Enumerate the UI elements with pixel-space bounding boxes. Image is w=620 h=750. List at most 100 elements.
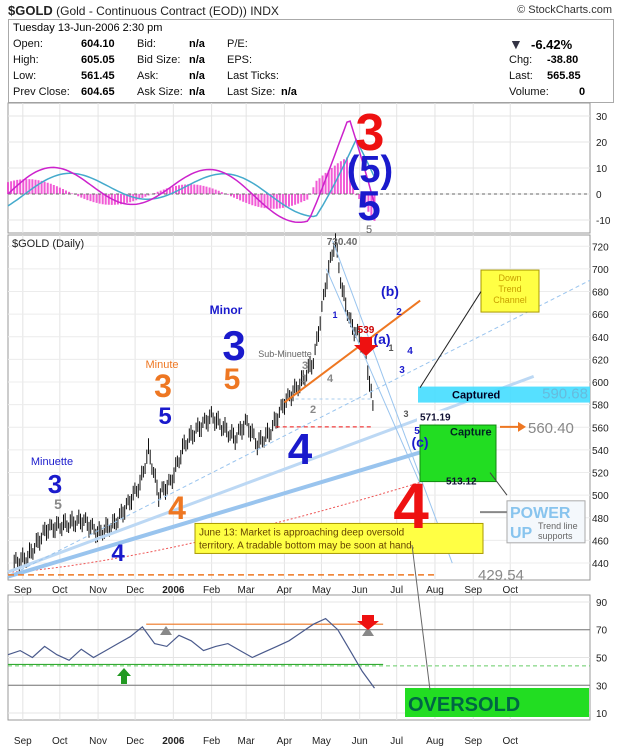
sub-wave-label: 1 [332, 310, 337, 320]
wave-blue-3-label: 3 [48, 469, 62, 499]
label-571: 571.19 [420, 412, 451, 423]
ask-value: n/a [189, 70, 205, 82]
eps-label: EPS: [227, 54, 253, 66]
rsi-x-tick-label: Aug [426, 736, 444, 747]
down-triangle-icon: ▼ [509, 36, 523, 52]
downtrend-pointer [419, 291, 482, 388]
price-x-tick-label: Nov [89, 585, 107, 596]
symbol: $GOLD [8, 3, 53, 18]
price-tick-label: 560 [592, 423, 609, 434]
downtrend-label-line: Trend [498, 284, 521, 294]
sub-wave-label: 3 [399, 365, 405, 376]
trendline-dashed [7, 279, 591, 578]
label-539: 539 [358, 325, 375, 336]
wave-gray-5-label: 5 [54, 496, 62, 512]
price-x-tick-label: Jul [390, 585, 403, 596]
macd-line [7, 120, 376, 224]
price-x-tick-label: Jun [352, 585, 368, 596]
rsi-peak-marker-2 [362, 627, 374, 636]
chg-value: -38.80 [547, 54, 579, 66]
macd-tick-label: -10 [596, 216, 611, 227]
wave-blue-5-label: 5 [158, 403, 171, 430]
bidsize-label: Bid Size: [137, 54, 181, 66]
rsi-x-tick-label: Nov [89, 736, 107, 747]
bid-label: Bid: [137, 38, 156, 50]
lastsize-label: Last Size: [227, 86, 276, 98]
chart-title: $GOLD (Gold - Continuous Contract (EOD))… [8, 3, 279, 18]
prev-label: Prev Close: [13, 86, 70, 98]
oversold-label: OVERSOLD [408, 694, 520, 716]
pct-change: -6.42% [531, 37, 573, 52]
pe-label: P/E: [227, 38, 248, 50]
capture-label: Capture [450, 426, 492, 438]
downtrend-upper-line [283, 299, 421, 404]
rsi-x-tick-label: Mar [238, 736, 256, 747]
wave-orange-4-label: 4 [168, 490, 186, 526]
rsi-x-tick-label: Jun [352, 736, 368, 747]
label-513: 513.12 [446, 476, 477, 487]
note-pointer-to-rsi [411, 544, 431, 691]
quote-box: Tuesday 13-Jun-2006 2:30 pm Open: 604.10… [8, 19, 614, 103]
bidsize-value: n/a [189, 54, 205, 66]
price-tick-label: 520 [592, 469, 609, 480]
vol-value: 0 [579, 86, 586, 98]
price-x-tick-label: Aug [426, 585, 444, 596]
sub-wave-label: 3 [403, 409, 408, 419]
note-line-1: June 13: Market is approaching deep over… [199, 527, 404, 538]
macd-histogram [7, 157, 376, 221]
price-tick-label: 540 [592, 446, 609, 457]
last-value: 565.85 [547, 70, 581, 82]
level-590-label: 590.68 [542, 386, 588, 403]
downtrend-box [480, 269, 540, 313]
red-down-arrow-icon [354, 337, 378, 356]
price-tick-label: 680 [592, 288, 609, 299]
chg-label: Chg: [509, 54, 533, 66]
fan-line-1 [332, 240, 453, 564]
powerup-box [506, 500, 586, 544]
minute-label: Minute [145, 359, 178, 371]
sub-wave-label: 2 [396, 307, 402, 318]
price-tick-label: 600 [592, 378, 609, 389]
price-x-tick-label: Sep [464, 585, 482, 596]
description: (Gold - Continuous Contract (EOD)) [56, 4, 247, 18]
open-label: Open: [13, 38, 43, 50]
asksize-label: Ask Size: [137, 86, 183, 98]
rsi-x-tick-label: Feb [203, 736, 221, 747]
price-tick-label: 620 [592, 355, 609, 366]
oversold-box [405, 688, 589, 717]
high-value: 605.05 [81, 54, 115, 66]
macd-tick-label: 30 [596, 112, 608, 123]
sub-wave-label: 5 [414, 426, 420, 437]
quote-date: Tuesday 13-Jun-2006 2:30 pm [13, 22, 163, 34]
open-value: 604.10 [81, 38, 115, 50]
wave-a-label: (a) [373, 331, 390, 347]
wave-c-label: (c) [411, 434, 428, 450]
high-730-label: 730.40 [327, 237, 358, 248]
price-tick-label: 440 [592, 559, 609, 570]
prev-value: 604.65 [81, 86, 115, 98]
watermark: © StockCharts.com [517, 4, 612, 16]
macd-tick-label: 0 [596, 190, 602, 201]
last-label: Last: [509, 70, 533, 82]
rsi-x-tick-label: Jul [390, 736, 403, 747]
rsi-x-tick-label: Sep [14, 736, 32, 747]
sub-wave-label: 2 [310, 404, 316, 416]
rsi-tick-label: 30 [596, 681, 608, 692]
price-x-tick-label: 2006 [162, 585, 185, 596]
power-label: POWER [510, 505, 571, 522]
rsi-x-tick-label: Apr [277, 736, 293, 747]
rsi-tick-label: 50 [596, 654, 608, 665]
rsi-red-arrow-icon [357, 615, 379, 630]
wave-blue-4-large: 4 [288, 425, 313, 474]
fan-line-2 [325, 268, 421, 485]
macd-wave-5-paren-label: (5) [347, 149, 393, 191]
powerup-pointer-2 [489, 472, 508, 496]
price-tick-label: 500 [592, 491, 609, 502]
downtrend-label-line: Down [498, 273, 521, 283]
price-x-tick-label: May [312, 585, 331, 596]
vol-label: Volume: [509, 86, 549, 98]
rsi-tick-label: 70 [596, 626, 608, 637]
sub-wave-label: 4 [327, 373, 334, 385]
sub-wave-label: 4 [407, 346, 413, 357]
capture-box [419, 424, 497, 483]
